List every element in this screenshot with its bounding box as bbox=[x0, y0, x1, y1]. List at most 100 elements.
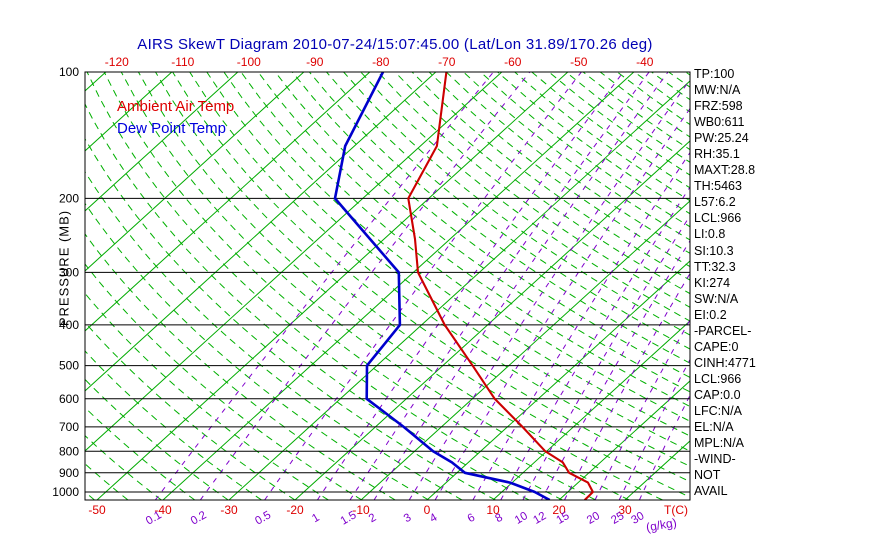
pressure-tick-label: 100 bbox=[59, 65, 79, 79]
dry-adiabat-line bbox=[428, 72, 690, 268]
mixing-ratio-tick-label: 3 bbox=[402, 512, 414, 526]
bottom-temp-tick-label: -40 bbox=[154, 503, 172, 517]
stat-line: MPL:N/A bbox=[694, 436, 745, 451]
dry-adiabat-line bbox=[85, 406, 196, 500]
top-temp-tick-label: -110 bbox=[171, 55, 194, 69]
bottom-temp-tick-label: -30 bbox=[220, 503, 238, 517]
bottom-temp-tick-label: 20 bbox=[552, 503, 566, 517]
stat-line: TP:100 bbox=[694, 67, 735, 81]
pressure-tick-label: 900 bbox=[59, 466, 79, 480]
chart-grid bbox=[0, 72, 870, 500]
dry-adiabat-line bbox=[85, 233, 396, 500]
stat-line: SI:10.3 bbox=[694, 243, 734, 258]
dry-adiabat-line bbox=[257, 72, 690, 408]
dry-adiabat-line bbox=[343, 72, 690, 336]
stat-line: EL:N/A bbox=[694, 420, 734, 435]
dry-adiabat-line bbox=[137, 72, 663, 500]
mixing-ratio-tick-label: 6 bbox=[466, 512, 478, 526]
stats-panel: TP:100 MW:N/A FRZ:598 WB0:611 PW:25.24 RH:35.… bbox=[694, 66, 756, 499]
mixing-ratio-line bbox=[434, 107, 690, 500]
mixing-ratio-tick-label: 30 bbox=[629, 510, 646, 527]
dry-adiabat-line bbox=[411, 72, 690, 281]
stat-line: NOT bbox=[694, 468, 721, 483]
mixing-ratio-line bbox=[618, 358, 690, 500]
dry-adiabat-line bbox=[223, 72, 690, 437]
mixing-ratio-line bbox=[564, 272, 690, 500]
isotherm-line bbox=[85, 72, 305, 272]
dry-adiabat-line bbox=[737, 72, 870, 500]
dry-adiabat-line bbox=[480, 72, 690, 228]
top-temp-tick-label: -60 bbox=[504, 55, 522, 69]
stat-line: FRZ:598 bbox=[694, 99, 743, 114]
stat-line: RH:35.1 bbox=[694, 147, 740, 162]
pressure-axis-label: PRESSURE (MB) bbox=[56, 209, 72, 327]
dry-adiabat-line bbox=[291, 72, 690, 378]
stat-line: -WIND- bbox=[694, 452, 736, 467]
stat-line: EI:0.2 bbox=[694, 307, 727, 322]
mixing-ratio-line bbox=[594, 318, 690, 500]
stat-line: WB0:611 bbox=[694, 115, 745, 130]
top-temp-tick-label: -90 bbox=[306, 55, 324, 69]
mixing-ratio-line bbox=[349, 72, 650, 500]
dry-adiabat-line bbox=[651, 72, 690, 101]
top-temp-tick-label: -120 bbox=[105, 55, 129, 69]
dry-adiabat-line bbox=[85, 292, 329, 500]
mixing-ratio-line bbox=[500, 186, 690, 500]
top-temp-tick-label: -40 bbox=[636, 55, 654, 69]
mixing-ratio-tick-label: 20 bbox=[585, 510, 602, 527]
stat-line: PW:25.24 bbox=[694, 131, 749, 146]
stat-line: L57:6.2 bbox=[694, 195, 736, 210]
dry-adiabat-line bbox=[85, 103, 530, 500]
isotherm-line bbox=[85, 72, 107, 92]
dry-adiabat-line bbox=[85, 350, 262, 500]
mixing-ratio-line bbox=[264, 72, 582, 500]
stat-line: AVAIL bbox=[694, 484, 728, 499]
isotherm-line bbox=[294, 140, 690, 500]
stat-line: TT:32.3 bbox=[694, 259, 736, 274]
dry-adiabat-line bbox=[189, 72, 690, 467]
isotherm-line bbox=[558, 380, 690, 500]
pressure-tick-label: 600 bbox=[59, 392, 79, 406]
dry-adiabat-line bbox=[240, 72, 690, 422]
mixing-ratio-tick-label: 15 bbox=[554, 510, 571, 527]
dry-adiabat-line bbox=[85, 137, 496, 500]
mixing-ratio-tick-label: 12 bbox=[531, 510, 548, 527]
mixing-ratio-tick-label: 1 bbox=[310, 512, 322, 526]
mixing-ratio-line bbox=[199, 72, 531, 500]
mixing-ratio-line bbox=[316, 72, 624, 500]
mixing-ratio-tick-label: 2 bbox=[367, 512, 379, 526]
pressure-tick-label: 500 bbox=[59, 359, 79, 373]
ambient-temp-curve bbox=[407, 72, 594, 500]
stat-line: -PARCEL- bbox=[694, 323, 752, 338]
dry-adiabat-line bbox=[85, 202, 429, 500]
dry-adiabat-line bbox=[85, 378, 229, 500]
legend-dew-point-temp: Dew Point Temp bbox=[117, 120, 226, 137]
isotherm-line bbox=[0, 72, 40, 500]
dew-point-curve bbox=[333, 72, 551, 500]
dry-adiabat-line bbox=[360, 72, 690, 322]
pressure-tick-label: 800 bbox=[59, 444, 79, 458]
stat-line: MW:N/A bbox=[694, 83, 741, 98]
bottom-temp-tick-label: 30 bbox=[618, 503, 632, 517]
mixing-ratio-line bbox=[373, 72, 669, 500]
mixing-ratio-tick-label: 4 bbox=[428, 511, 440, 525]
isotherm-line bbox=[228, 80, 690, 500]
stat-line: CINH:4771 bbox=[694, 355, 756, 370]
isotherm-line bbox=[426, 260, 690, 500]
mixing-ratio-tick-label: 25 bbox=[609, 510, 626, 527]
isotherm-line bbox=[492, 320, 690, 500]
top-temp-tick-label: -100 bbox=[237, 55, 261, 69]
pressure-tick-label: 200 bbox=[59, 191, 79, 205]
dry-adiabat-line bbox=[85, 491, 95, 500]
pressure-tick-label: 300 bbox=[59, 265, 79, 279]
mixing-ratio-tick-label: 10 bbox=[513, 510, 530, 527]
dry-adiabat-line bbox=[86, 72, 563, 500]
dry-adiabat-line bbox=[120, 72, 630, 500]
stat-line: TH:5463 bbox=[694, 179, 742, 194]
bottom-temp-tick-label: 0 bbox=[424, 503, 431, 517]
stat-line: CAP:0.0 bbox=[694, 387, 741, 402]
mixing-ratio-line bbox=[522, 214, 690, 500]
pressure-tick-label: 700 bbox=[59, 420, 79, 434]
dry-adiabat-line bbox=[309, 72, 690, 364]
